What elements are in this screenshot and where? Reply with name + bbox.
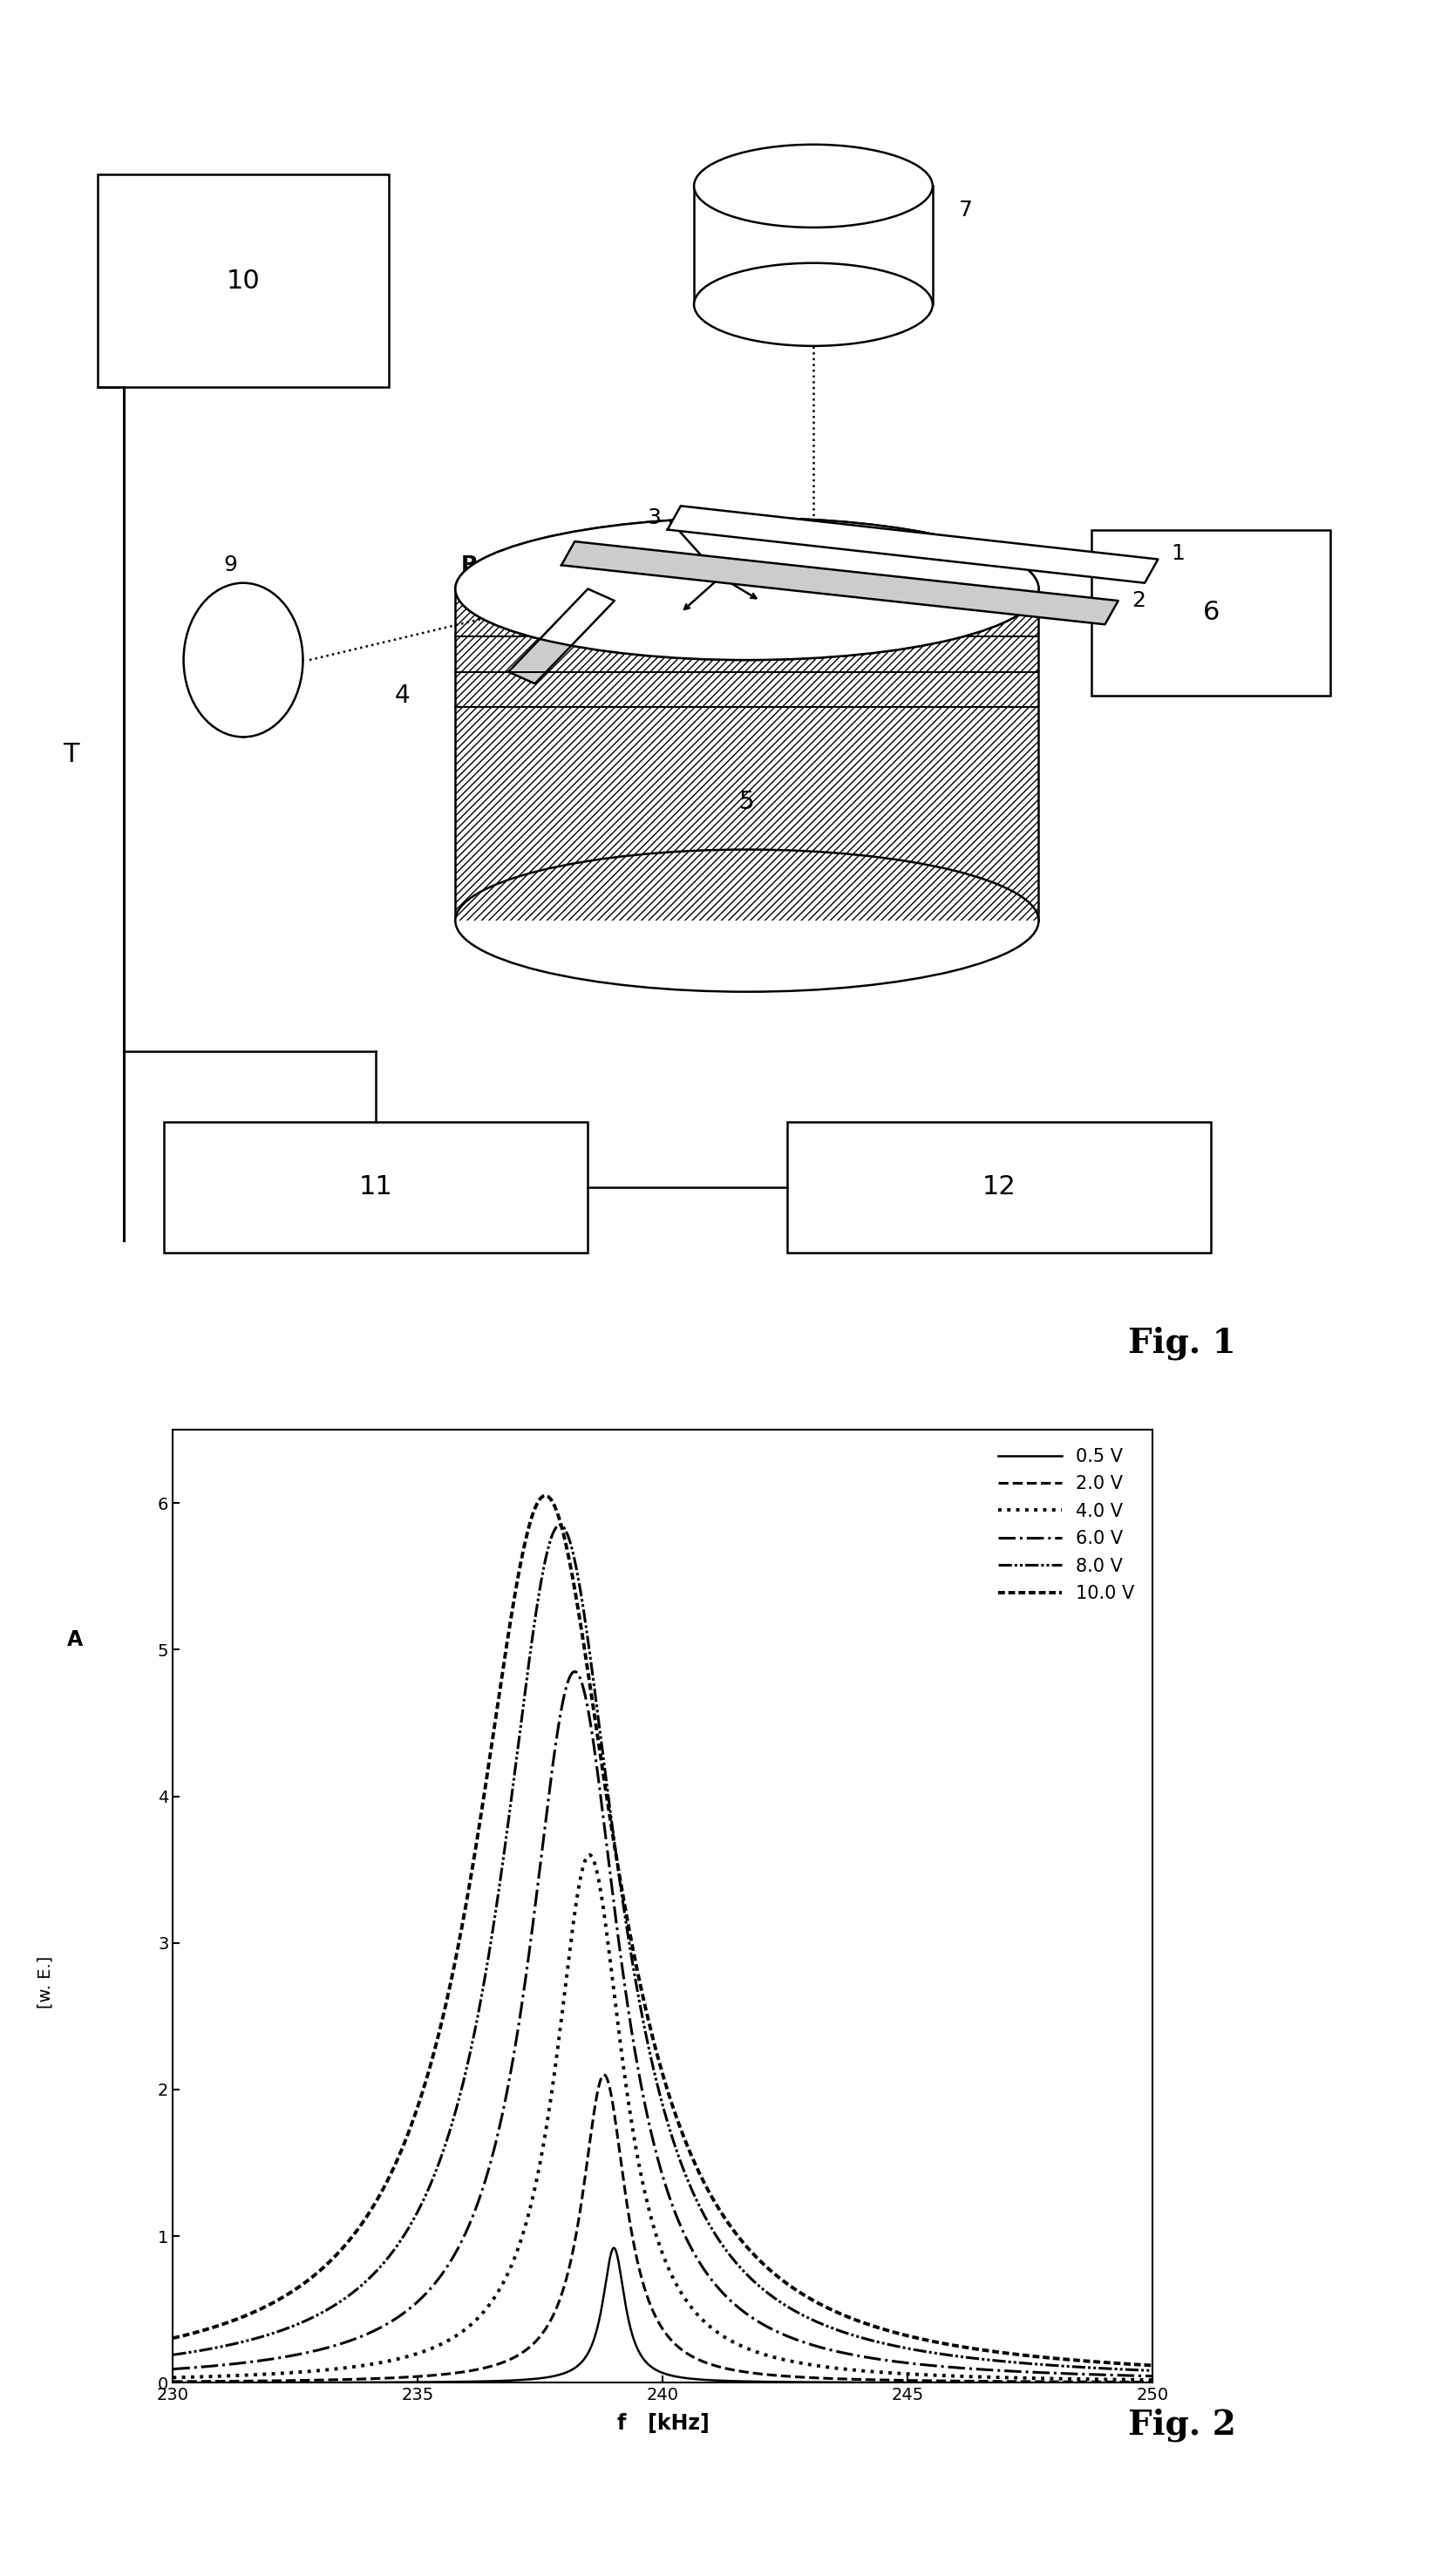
Text: 6: 6: [1203, 600, 1219, 626]
Bar: [455, 590, 1039, 920]
Ellipse shape: [455, 850, 1039, 992]
Bar: [164, 1123, 588, 1252]
Ellipse shape: [455, 518, 1039, 659]
Text: 9: 9: [223, 554, 236, 574]
Text: A: A: [66, 1628, 84, 1649]
Text: 2: 2: [1131, 590, 1146, 611]
Text: 8: 8: [581, 544, 595, 564]
Ellipse shape: [183, 582, 303, 737]
Ellipse shape: [695, 263, 932, 345]
Text: 4: 4: [395, 683, 411, 708]
Text: 7: 7: [960, 198, 973, 219]
Text: Fig. 2: Fig. 2: [1128, 2409, 1235, 2442]
Polygon shape: [667, 505, 1159, 582]
Bar: [787, 1123, 1210, 1252]
Ellipse shape: [455, 518, 1039, 659]
Text: 1: 1: [1172, 544, 1185, 564]
Legend: 0.5 V, 2.0 V, 4.0 V, 6.0 V, 8.0 V, 10.0 V: 0.5 V, 2.0 V, 4.0 V, 6.0 V, 8.0 V, 10.0 …: [989, 1440, 1144, 1613]
Text: [w. E.]: [w. E.]: [37, 1955, 53, 2009]
Polygon shape: [509, 590, 614, 683]
Bar: [98, 175, 389, 386]
X-axis label: f   [kHz]: f [kHz]: [617, 2414, 709, 2434]
Text: 11: 11: [359, 1175, 393, 1200]
Text: P: P: [461, 554, 477, 574]
Text: Fig. 1: Fig. 1: [1128, 1327, 1235, 1360]
Text: 10: 10: [226, 268, 261, 294]
Text: 12: 12: [981, 1175, 1016, 1200]
Text: 3: 3: [647, 507, 661, 528]
Bar: [1092, 531, 1330, 696]
Bar: [455, 590, 1039, 920]
Text: T: T: [63, 742, 79, 768]
Polygon shape: [562, 541, 1118, 623]
Text: 5: 5: [739, 791, 755, 814]
Ellipse shape: [695, 144, 932, 227]
